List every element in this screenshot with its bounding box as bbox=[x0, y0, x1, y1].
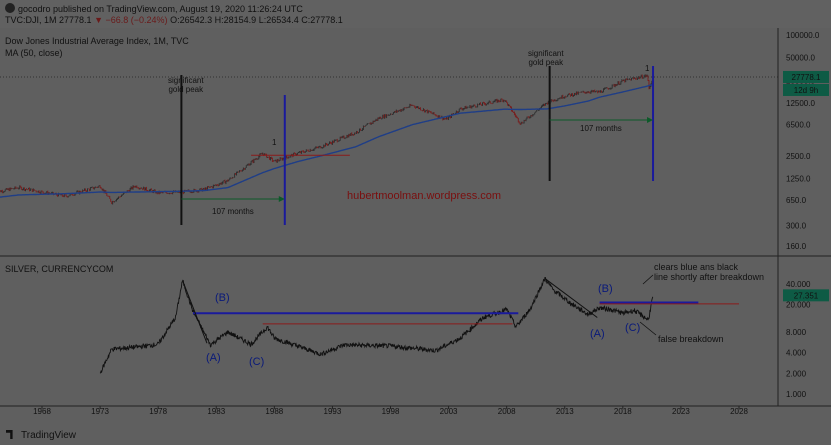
wave-a-2: (A) bbox=[590, 328, 605, 340]
months-label-1: 107 months bbox=[212, 207, 254, 216]
silver-ytick-label: 8.000 bbox=[786, 328, 807, 337]
dji-countdown-tag: 12d 9h bbox=[783, 83, 829, 96]
x-tick-label: 1998 bbox=[382, 407, 400, 416]
last-price: 27778.1 bbox=[59, 15, 92, 25]
x-tick-label: 2028 bbox=[730, 407, 748, 416]
silver-ytick-label: 2.000 bbox=[786, 369, 807, 378]
x-tick-label: 1988 bbox=[265, 407, 283, 416]
silver-price-tag: 27.351 bbox=[783, 289, 829, 302]
tradingview-avatar-icon bbox=[5, 3, 15, 13]
wave-c-2: (C) bbox=[625, 322, 641, 334]
wave-a-1: (A) bbox=[206, 352, 221, 364]
publisher-line: gocodro published on TradingView.com, Au… bbox=[5, 3, 303, 14]
dji-ytick-label: 6500.0 bbox=[786, 121, 811, 130]
clears-arrow bbox=[642, 274, 654, 285]
x-tick-label: 2018 bbox=[614, 407, 632, 416]
silver-trendline bbox=[182, 280, 208, 344]
dji-price-tag-text: 27778.1 bbox=[792, 73, 821, 82]
silver-ytick-label: 40.000 bbox=[786, 280, 811, 289]
months-arrow-2-head bbox=[647, 117, 654, 123]
footer-bar: TradingView bbox=[0, 426, 831, 445]
wave-b-1: (B) bbox=[215, 292, 230, 304]
quote-line: TVC:DJI, 1M 27778.1 ▼ −66.8 (−0.24%) O:2… bbox=[5, 15, 343, 25]
false-breakdown-note: false breakdown bbox=[658, 334, 724, 344]
silver-price-tag-text: 27.351 bbox=[794, 291, 819, 300]
x-tick-label: 2008 bbox=[498, 407, 516, 416]
open-value: O:26542.3 bbox=[170, 15, 213, 25]
symbol-label: TVC:DJI, 1M bbox=[5, 15, 57, 25]
marker-1-first: 1 bbox=[272, 138, 277, 147]
x-tick-label: 1993 bbox=[324, 407, 342, 416]
marker-1-second: 1 bbox=[645, 64, 650, 73]
low-value: L:26534.4 bbox=[258, 15, 299, 25]
wave-c-1: (C) bbox=[249, 356, 265, 368]
clears-note: clears blue ans black line shortly after… bbox=[654, 262, 765, 282]
publisher-text: gocodro published on TradingView.com, Au… bbox=[18, 4, 303, 14]
x-tick-label: 1978 bbox=[149, 407, 167, 416]
tradingview-brand: TradingView bbox=[21, 430, 77, 441]
tradingview-logo[interactable]: TradingView bbox=[6, 430, 76, 441]
dji-ytick-label: 160.0 bbox=[786, 242, 807, 251]
dji-ytick-label: 100000.0 bbox=[786, 31, 820, 40]
months-label-2: 107 months bbox=[580, 124, 622, 133]
tradingview-logo-icon bbox=[6, 430, 13, 439]
ma-legend: MA (50, close) bbox=[5, 48, 63, 58]
x-tick-label: 1983 bbox=[207, 407, 225, 416]
wave-b-2: (B) bbox=[598, 283, 613, 295]
dji-price-tag: 27778.1 bbox=[783, 70, 829, 83]
dji-price-tag-bg bbox=[783, 70, 829, 83]
dji-pane-title: Dow Jones Industrial Average Index, 1M, … bbox=[5, 36, 189, 46]
x-tick-label: 2003 bbox=[440, 407, 458, 416]
silver-trendline-2 bbox=[544, 278, 598, 318]
silver-price-tag-bg bbox=[783, 289, 829, 302]
dji-countdown-tag-bg bbox=[783, 83, 829, 96]
gold-peak-label-2: significant gold peak bbox=[528, 49, 564, 67]
dji-countdown-tag-text: 12d 9h bbox=[794, 86, 818, 95]
gold-peak-label-1: significant gold peak bbox=[168, 76, 204, 94]
close-value: C:27778.1 bbox=[301, 15, 343, 25]
chart-canvas[interactable]: 100000.050000.025000.012500.06500.02500.… bbox=[0, 0, 831, 426]
high-value: H:28154.9 bbox=[214, 15, 257, 25]
watermark-text: hubertmoolman.wordpress.com bbox=[347, 190, 502, 202]
chart-header: gocodro published on TradingView.com, Au… bbox=[0, 0, 831, 28]
dji-ytick-label: 2500.0 bbox=[786, 152, 811, 161]
x-tick-label: 1968 bbox=[33, 407, 51, 416]
dji-ytick-label: 300.0 bbox=[786, 221, 807, 230]
silver-price-line bbox=[99, 277, 654, 374]
x-tick-label: 2013 bbox=[556, 407, 574, 416]
silver-ytick-label: 20.000 bbox=[786, 301, 811, 310]
x-tick-label: 1973 bbox=[91, 407, 109, 416]
price-change: ▼ −66.8 (−0.24%) bbox=[94, 15, 168, 25]
dji-ytick-label: 12500.0 bbox=[786, 99, 815, 108]
dji-ytick-label: 1250.0 bbox=[786, 175, 811, 184]
x-tick-label: 2023 bbox=[672, 407, 690, 416]
dji-ytick-label: 50000.0 bbox=[786, 54, 815, 63]
ma50-line bbox=[0, 84, 653, 198]
silver-ytick-label: 1.000 bbox=[786, 390, 807, 399]
silver-ytick-label: 4.000 bbox=[786, 349, 807, 358]
silver-pane-title: SILVER, CURRENCYCOM bbox=[5, 264, 114, 274]
months-arrow-1-head bbox=[278, 196, 285, 202]
dji-ytick-label: 650.0 bbox=[786, 196, 807, 205]
false-breakdown-arrow bbox=[639, 321, 657, 336]
